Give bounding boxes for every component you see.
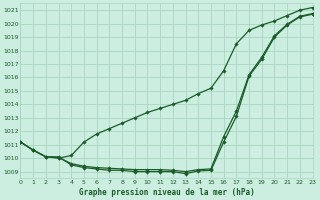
X-axis label: Graphe pression niveau de la mer (hPa): Graphe pression niveau de la mer (hPa) (79, 188, 254, 197)
